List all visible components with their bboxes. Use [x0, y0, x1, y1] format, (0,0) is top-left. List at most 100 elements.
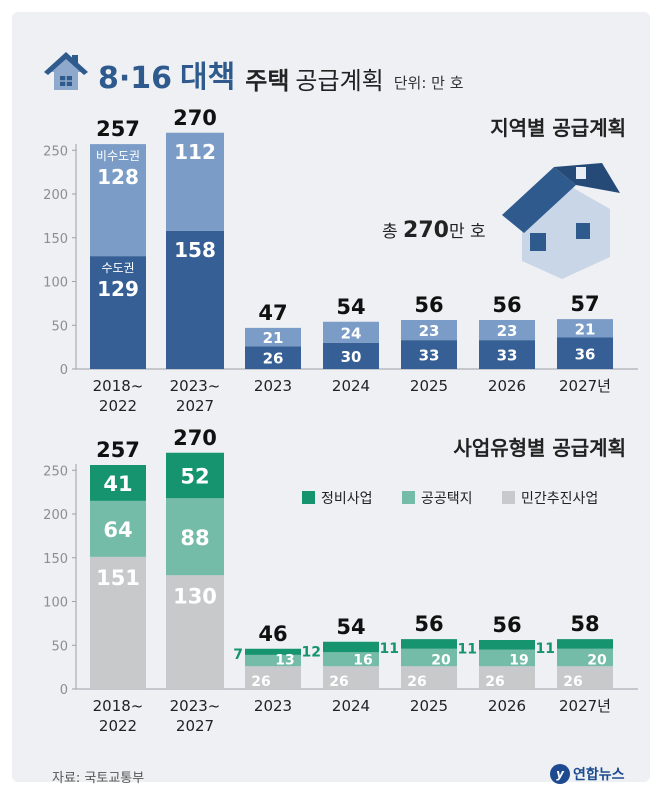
- yonhap-logo-mark-icon: y: [550, 764, 570, 784]
- bar-segment-value: 23: [497, 322, 518, 340]
- bar-total-label: 270: [173, 106, 217, 130]
- bar-segment-value: 26: [563, 674, 582, 690]
- house-icon: [44, 52, 88, 90]
- bar-segment-value: 64: [103, 518, 132, 542]
- bar-segment-value: 52: [180, 465, 209, 489]
- bar-total-label: 47: [258, 301, 287, 325]
- y-tick-label: 100: [43, 276, 68, 291]
- bar-segment-value: 11: [380, 641, 399, 657]
- legend-swatch: [402, 491, 415, 504]
- inline-series-label: 비수도권: [96, 149, 140, 163]
- legend-swatch: [502, 491, 515, 504]
- bar-segment: [245, 346, 301, 369]
- x-tick-label: 2027년: [559, 377, 611, 395]
- regional-supply-chart: 0 50 100 150 200 250 2018~ 2022 2023~ 2027 2023 202…: [43, 106, 638, 415]
- bar-segment: [245, 654, 301, 667]
- bar-segment: [401, 648, 457, 667]
- legend-label: 정비사업: [321, 491, 373, 507]
- bar-segment-value: 24: [341, 324, 362, 342]
- x-tick-label: 2018~: [93, 697, 144, 715]
- y-tick-label: 200: [43, 188, 68, 203]
- bar-segment-value: 23: [419, 322, 440, 340]
- bar-total-label: 257: [96, 438, 140, 462]
- chart-title: 지역별 공급계획: [490, 116, 626, 140]
- bar-segment: [90, 465, 146, 501]
- bar-segment: [323, 321, 379, 343]
- bar-segment-value: 16: [353, 652, 372, 668]
- title-sub: 공급계획: [295, 67, 384, 95]
- bar-segment: [401, 639, 457, 649]
- house-window-right: [576, 223, 590, 239]
- bar-segment-value: 26: [485, 674, 504, 690]
- bar-segment: [245, 327, 301, 347]
- x-tick-label: 2022: [99, 717, 137, 735]
- x-tick-label: 2024: [332, 377, 370, 395]
- x-tick-label: 2022: [99, 397, 137, 415]
- bar-segment-value: 130: [173, 584, 217, 608]
- house-illustration-icon: [502, 163, 620, 279]
- bar-segment: [557, 666, 613, 689]
- bar-segment: [479, 666, 535, 689]
- bar-segment-value: 26: [251, 674, 270, 690]
- bar-segment-value: 41: [103, 472, 132, 496]
- title-row: 8·16 대책 주택 공급계획 단위: 만 호: [42, 46, 464, 96]
- inline-series-label: 수도권: [101, 261, 134, 275]
- bar-segment: [479, 320, 535, 341]
- bar-segment: [323, 342, 379, 369]
- bar-segment-value: 12: [302, 644, 321, 660]
- yonhap-logo-text: 연합뉴스: [573, 767, 625, 783]
- bar-segment: [90, 144, 146, 257]
- title-unit: 단위: 만 호: [393, 74, 464, 92]
- bar-segment: [245, 648, 301, 655]
- y-tick-label: 50: [51, 319, 68, 334]
- bar-segment: [479, 340, 535, 369]
- bar-segment-value: 36: [575, 345, 596, 363]
- x-tick-label: 2023~: [170, 697, 221, 715]
- bar-segment: [401, 666, 457, 689]
- x-tick-label: 2023~: [170, 377, 221, 395]
- house-window-left: [530, 233, 546, 251]
- bar-segment: [479, 649, 535, 667]
- bar-segment-value: 26: [329, 674, 348, 690]
- x-tick-label: 2027년: [559, 697, 611, 715]
- bar-segment-value: 20: [431, 652, 451, 668]
- bar-segment-value: 7: [233, 647, 243, 663]
- bar-segment-value: 20: [587, 652, 607, 668]
- bar-segment-value: 30: [341, 348, 362, 366]
- bar-segment: [323, 666, 379, 689]
- bar-segment-value: 151: [96, 566, 140, 590]
- bar-segment: [166, 498, 224, 576]
- house-chimney: [576, 167, 586, 179]
- y-tick-label: 250: [43, 464, 68, 479]
- bar-total-label: 56: [492, 613, 521, 637]
- bar-segment: [401, 320, 457, 341]
- y-tick-label: 50: [51, 639, 68, 654]
- bar-segment-value: 33: [497, 347, 518, 365]
- y-tick-label: 150: [43, 552, 68, 567]
- title-date: 8·16: [98, 61, 173, 96]
- bar-total-label: 58: [570, 612, 599, 636]
- x-tick-label: 2026: [488, 377, 526, 395]
- infographic-card: 8·16 대책 주택 공급계획 단위: 만 호 0 50 100 150 200 250 2…: [12, 12, 650, 786]
- x-tick-label: 2027: [176, 397, 214, 415]
- bar-segment-value: 26: [407, 674, 426, 690]
- title-main: 주택: [245, 67, 290, 95]
- annotation-suffix: 만 호: [449, 222, 486, 242]
- bar-segment: [90, 556, 146, 689]
- bar-segment: [166, 575, 224, 689]
- bar-segment: [90, 256, 146, 369]
- bar-total-label: 56: [492, 293, 521, 317]
- bar-segment-value: 128: [97, 165, 139, 189]
- x-tick-label: 2018~: [93, 377, 144, 395]
- y-tick-label: 0: [60, 683, 68, 698]
- y-tick-label: 250: [43, 144, 68, 159]
- total-annotation: 총 270만 호: [382, 218, 486, 243]
- x-tick-label: 2027: [176, 717, 214, 735]
- yonhap-logo: y 연합뉴스: [550, 764, 625, 784]
- bar-segment-value: 21: [575, 320, 596, 338]
- x-tick-label: 2024: [332, 697, 370, 715]
- bar-segment-value: 11: [458, 642, 477, 658]
- bar-segment-value: 13: [275, 652, 294, 668]
- legend-swatch: [302, 491, 315, 504]
